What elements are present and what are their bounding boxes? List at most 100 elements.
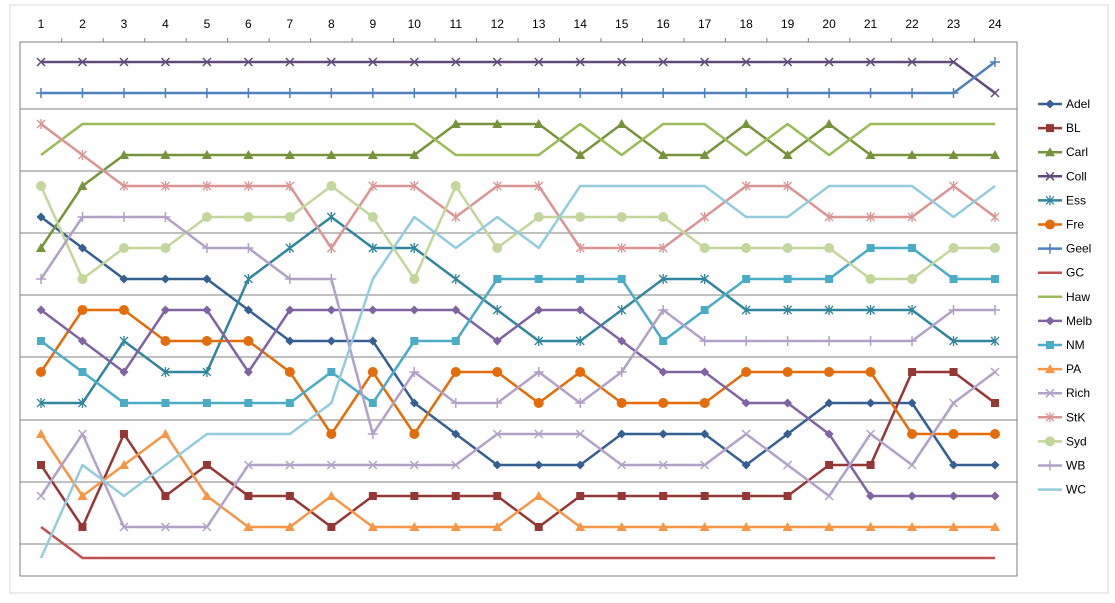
data-point-adel bbox=[866, 398, 876, 408]
data-point-geel bbox=[907, 88, 918, 98]
data-point-stk bbox=[949, 181, 958, 191]
data-point-rich bbox=[617, 460, 627, 470]
data-point-pa bbox=[36, 429, 46, 438]
x-tick-label: 22 bbox=[905, 17, 919, 31]
data-point-nm bbox=[327, 368, 336, 376]
series-gc bbox=[40, 525, 995, 560]
data-point-rich bbox=[77, 429, 88, 439]
legend-label: StK bbox=[1066, 410, 1085, 424]
legend-label: Haw bbox=[1066, 290, 1090, 304]
data-point-stk bbox=[741, 181, 751, 191]
data-point-melb bbox=[783, 398, 793, 408]
legend-label: NM bbox=[1066, 338, 1085, 352]
x-tick-label: 13 bbox=[532, 17, 546, 31]
data-point-bl bbox=[493, 492, 502, 500]
series-geel bbox=[36, 57, 1000, 98]
series-line-rich bbox=[39, 370, 996, 529]
data-point-coll bbox=[575, 57, 585, 67]
data-point-syd bbox=[948, 243, 959, 253]
data-point-melb bbox=[119, 367, 129, 377]
legend-label: Geel bbox=[1066, 242, 1091, 256]
data-point-pa bbox=[533, 491, 544, 500]
data-point-coll bbox=[160, 57, 170, 67]
data-point-fre bbox=[575, 367, 586, 377]
data-point-pa bbox=[865, 522, 876, 531]
data-point-wb bbox=[741, 336, 752, 346]
data-point-bl bbox=[451, 492, 460, 500]
data-point-rich bbox=[866, 429, 876, 439]
series-pa bbox=[36, 429, 1000, 531]
data-point-coll bbox=[202, 57, 212, 67]
data-point-fre bbox=[907, 429, 918, 439]
x-tick-label: 19 bbox=[781, 17, 795, 31]
data-point-wb bbox=[616, 367, 627, 377]
legend-marker-nm bbox=[1046, 341, 1054, 349]
data-point-rich bbox=[907, 460, 917, 470]
data-point-stk bbox=[243, 181, 253, 191]
data-point-adel bbox=[534, 460, 544, 470]
data-point-geel bbox=[575, 88, 586, 98]
data-point-ess bbox=[202, 367, 212, 377]
data-point-adel bbox=[658, 429, 668, 439]
data-point-nm bbox=[244, 399, 253, 407]
data-point-pa bbox=[243, 522, 254, 531]
data-point-carl bbox=[575, 150, 586, 159]
series-line-geel bbox=[41, 60, 996, 95]
x-axis: 1 2 3 4 5 6 7 8 9 10 11 12 13 14 15 16 17 18 19 20 21 22 23 24 bbox=[38, 17, 1002, 42]
data-point-syd bbox=[865, 274, 876, 284]
data-point-melb bbox=[160, 305, 170, 315]
data-point-coll bbox=[741, 57, 751, 67]
data-point-geel bbox=[201, 88, 212, 98]
data-point-ess bbox=[866, 305, 876, 315]
data-point-coll bbox=[368, 57, 378, 67]
data-point-coll bbox=[326, 57, 336, 67]
data-point-rich bbox=[326, 460, 336, 470]
legend-label: Coll bbox=[1066, 169, 1087, 183]
data-point-rich bbox=[285, 460, 295, 470]
data-point-rich bbox=[658, 460, 668, 470]
data-point-nm bbox=[161, 399, 170, 407]
data-point-fre bbox=[782, 367, 793, 377]
data-point-bl bbox=[617, 492, 626, 500]
data-point-stk bbox=[658, 243, 668, 253]
data-point-syd bbox=[118, 243, 129, 253]
data-point-wb bbox=[907, 336, 918, 346]
data-point-coll bbox=[700, 57, 710, 67]
data-point-adel bbox=[907, 398, 917, 408]
data-point-ess bbox=[36, 398, 46, 408]
data-point-geel bbox=[865, 88, 876, 98]
data-point-wb bbox=[782, 336, 793, 346]
data-point-carl bbox=[907, 150, 918, 159]
data-point-stk bbox=[451, 212, 461, 222]
data-point-ess bbox=[326, 212, 336, 222]
series-rich bbox=[36, 367, 1000, 532]
data-point-carl bbox=[409, 150, 420, 159]
data-point-fre bbox=[824, 367, 835, 377]
data-point-syd bbox=[990, 243, 1000, 253]
data-point-rich bbox=[492, 429, 502, 439]
data-point-wb bbox=[326, 274, 337, 284]
data-point-stk bbox=[866, 212, 876, 222]
data-point-bl bbox=[949, 368, 958, 376]
data-point-carl bbox=[699, 150, 710, 159]
data-point-melb bbox=[77, 336, 87, 346]
data-point-pa bbox=[326, 491, 337, 500]
legend-entry-fre: Fre bbox=[1038, 218, 1084, 232]
data-point-nm bbox=[451, 337, 460, 345]
data-point-wb bbox=[533, 367, 544, 377]
data-point-syd bbox=[160, 243, 171, 253]
legend-entry-ess: Ess bbox=[1038, 193, 1086, 207]
data-point-ess bbox=[451, 274, 461, 284]
data-point-stk bbox=[990, 212, 1000, 222]
data-point-adel bbox=[243, 305, 253, 315]
data-point-syd bbox=[782, 243, 793, 253]
data-point-wb bbox=[990, 305, 1000, 315]
x-tick-label: 3 bbox=[121, 17, 128, 31]
x-tick-label: 5 bbox=[204, 17, 211, 31]
data-point-ess bbox=[824, 305, 834, 315]
data-point-pa bbox=[658, 522, 669, 531]
data-point-geel bbox=[782, 88, 793, 98]
data-point-ess bbox=[575, 336, 585, 346]
data-point-melb bbox=[368, 305, 378, 315]
data-point-adel bbox=[492, 460, 502, 470]
